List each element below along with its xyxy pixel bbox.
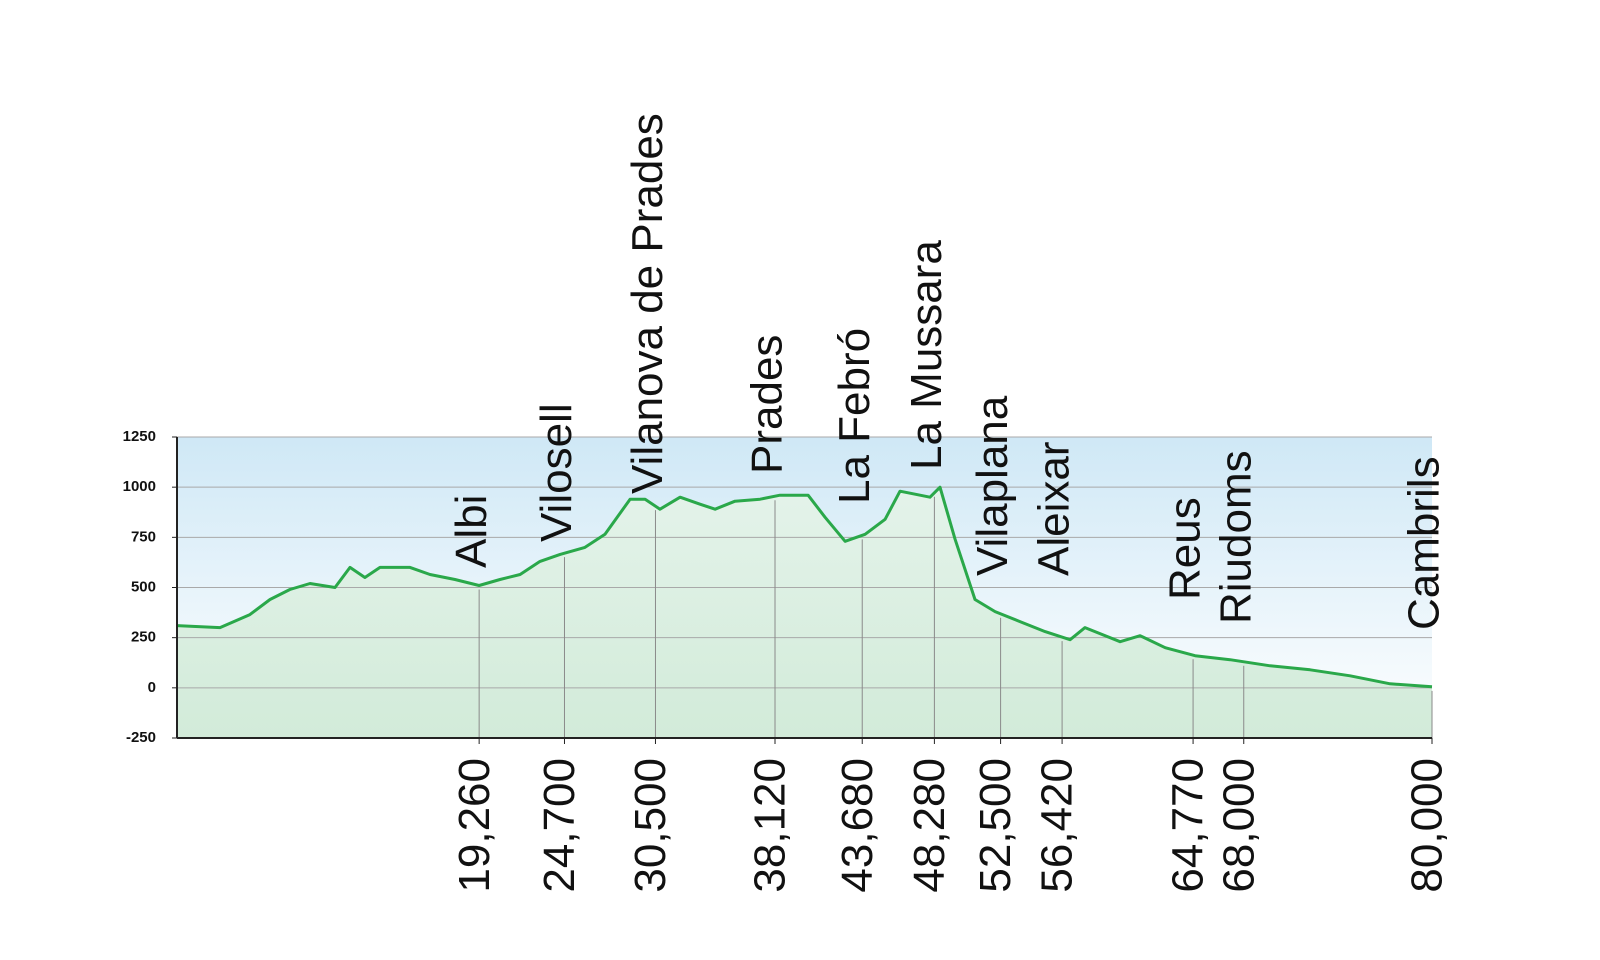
place-name: La Mussara: [902, 240, 951, 470]
place-name: Prades: [743, 335, 792, 474]
y-tick-label: 1000: [123, 478, 156, 495]
place-name: Vilosell: [532, 403, 581, 542]
elevation-line: [176, 485, 1433, 689]
x-tick-label: 19,260: [450, 758, 499, 893]
place-name: Vilanova de Prades: [623, 113, 672, 494]
x-tick-label: 64,770: [1164, 758, 1213, 893]
area-fill: [177, 487, 1432, 738]
x-tick-label: 48,280: [905, 758, 954, 893]
y-tick-label: 500: [131, 578, 156, 595]
place-name: Aleixar: [1030, 442, 1079, 577]
x-tick-label: 24,700: [535, 758, 584, 893]
x-tick-label: 52,500: [971, 758, 1020, 893]
place-name: Reus: [1161, 497, 1210, 600]
x-tick-label: 30,500: [626, 758, 675, 893]
x-tick-label: 43,680: [833, 758, 882, 893]
x-tick-label: 56,420: [1033, 758, 1082, 893]
place-name: Cambrils: [1400, 456, 1449, 630]
place-name: Albi: [447, 495, 496, 568]
y-tick-label: 750: [131, 528, 156, 545]
place-name: La Febró: [830, 328, 879, 504]
x-tick-label: 38,120: [746, 758, 795, 893]
x-tick-label: 68,000: [1214, 758, 1263, 893]
y-tick-label: -250: [126, 729, 156, 746]
x-tick-label: 80,000: [1403, 758, 1452, 893]
place-name: Vilaplana: [968, 395, 1017, 576]
y-tick-label: 250: [131, 629, 156, 646]
y-tick-label: 0: [148, 679, 156, 696]
y-tick-label: 1250: [123, 428, 156, 445]
place-name: Riudoms: [1211, 450, 1260, 624]
